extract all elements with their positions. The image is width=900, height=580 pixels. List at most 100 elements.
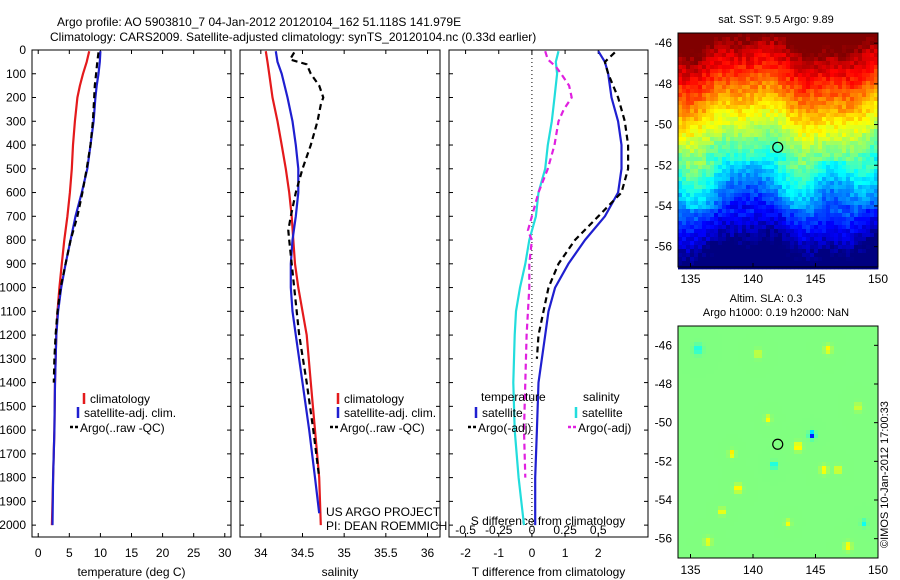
sst-cell	[682, 45, 687, 50]
sst-cell	[814, 81, 819, 86]
sla-cell	[730, 422, 735, 427]
sst-cell	[774, 157, 779, 162]
sst-cell	[858, 37, 863, 42]
sst-cell	[730, 245, 735, 250]
sst-cell	[838, 41, 843, 46]
sst-cell	[754, 157, 759, 162]
sst-cell	[794, 213, 799, 218]
sst-cell	[870, 177, 875, 182]
sst-cell	[802, 193, 807, 198]
sst-cell	[870, 65, 875, 70]
sst-cell	[682, 41, 687, 46]
sla-cell	[798, 358, 803, 363]
sst-cell	[818, 85, 823, 90]
sst-cell	[790, 261, 795, 266]
sla-cell	[834, 394, 839, 399]
sst-cell	[746, 85, 751, 90]
temp-ytick-label: 300	[6, 114, 26, 128]
sst-cell	[682, 61, 687, 66]
sla-cell	[862, 442, 867, 447]
sla-cell	[754, 422, 759, 427]
sst-cell	[758, 49, 763, 54]
sst-cell	[778, 173, 783, 178]
sst-cell	[754, 97, 759, 102]
sst-cell	[726, 165, 731, 170]
sst-cell	[686, 157, 691, 162]
sst-cell	[838, 217, 843, 222]
sst-cell	[834, 189, 839, 194]
sst-cell	[834, 225, 839, 230]
sst-cell	[778, 81, 783, 86]
sst-cell	[678, 193, 683, 198]
sst-cell	[678, 109, 683, 114]
sla-cell	[854, 394, 859, 399]
sla-cell	[714, 418, 719, 423]
sst-cell	[778, 45, 783, 50]
sst-cell	[678, 185, 683, 190]
sst-cell	[738, 261, 743, 266]
sst-cell	[798, 109, 803, 114]
sst-cell	[874, 181, 879, 186]
sst-cell	[806, 113, 811, 118]
sla-cell	[738, 430, 743, 435]
sst-cell	[826, 157, 831, 162]
sst-cell	[810, 205, 815, 210]
sst-cell	[698, 77, 703, 82]
sla-cell	[734, 410, 739, 415]
sla-cell	[694, 394, 699, 399]
sst-cell	[818, 225, 823, 230]
sla-cell	[726, 458, 731, 463]
sst-cell	[734, 97, 739, 102]
sst-cell	[818, 173, 823, 178]
sst-cell	[774, 133, 779, 138]
sst-cell	[690, 89, 695, 94]
sst-cell	[706, 153, 711, 158]
sst-cell	[774, 225, 779, 230]
sst-cell	[730, 217, 735, 222]
sla-cell	[778, 350, 783, 355]
sla-cell	[790, 426, 795, 431]
sal-series-1	[274, 51, 321, 514]
sla-cell	[802, 378, 807, 383]
sst-cell	[786, 101, 791, 106]
sla-cell	[842, 458, 847, 463]
sst-cell	[802, 169, 807, 174]
sla-cell	[826, 326, 831, 331]
sla-cell	[686, 458, 691, 463]
sla-cell	[710, 354, 715, 359]
sla-cell	[870, 362, 875, 367]
sla-cell	[678, 454, 683, 459]
sst-cell	[762, 137, 767, 142]
sla-cell	[702, 446, 707, 451]
sla-cell	[758, 394, 763, 399]
sst-cell	[782, 53, 787, 58]
sla-cell	[762, 330, 767, 335]
sla-cell	[686, 350, 691, 355]
sla-cell	[718, 374, 723, 379]
sla-cell	[830, 458, 835, 463]
sst-cell	[782, 201, 787, 206]
sla-cell	[822, 330, 827, 335]
sst-cell	[822, 133, 827, 138]
sst-cell	[810, 53, 815, 58]
sst-cell	[818, 185, 823, 190]
sst-cell	[798, 145, 803, 150]
sst-cell	[706, 93, 711, 98]
sst-cell	[742, 205, 747, 210]
sst-cell	[774, 249, 779, 254]
sla-subtitle: Argo h1000: 0.19 h2000: NaN	[703, 307, 849, 319]
sst-cell	[786, 81, 791, 86]
sst-cell	[794, 161, 799, 166]
sst-cell	[874, 133, 879, 138]
sst-cell	[854, 37, 859, 42]
sla-cell	[678, 326, 683, 331]
sst-ytick-label: -50	[655, 118, 673, 132]
sla-cell	[774, 446, 779, 451]
sst-cell	[806, 49, 811, 54]
sla-cell	[862, 426, 867, 431]
sla-cell	[834, 362, 839, 367]
sst-cell	[742, 101, 747, 106]
sla-cell	[730, 350, 735, 355]
sst-cell	[742, 49, 747, 54]
sla-cell	[726, 334, 731, 339]
